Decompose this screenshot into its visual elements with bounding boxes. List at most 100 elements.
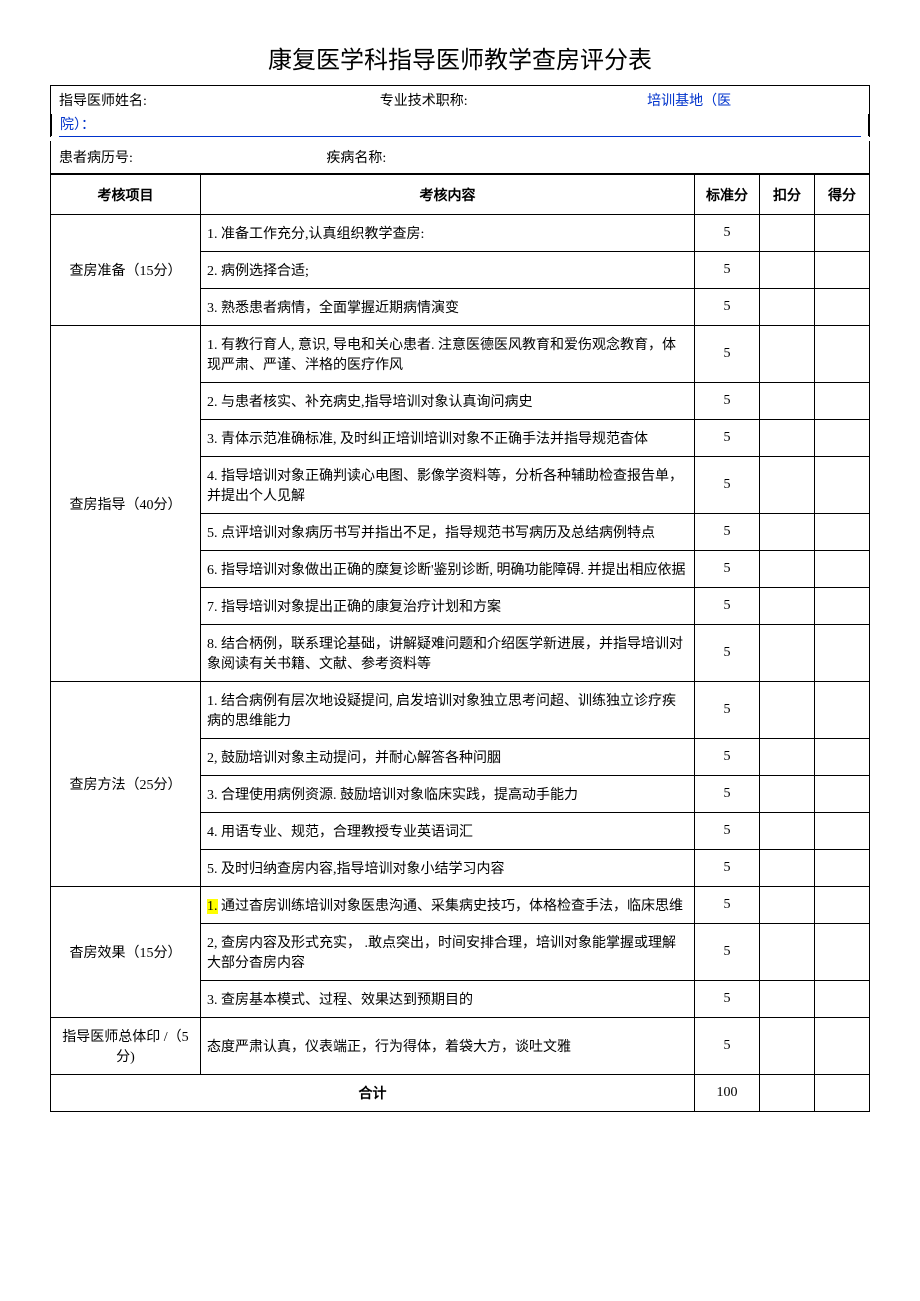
table-header-row: 考核项目 考核内容 标准分 扣分 得分 — [51, 175, 870, 215]
deduction-cell — [760, 289, 815, 326]
col-header-final-score: 得分 — [815, 175, 870, 215]
category-cell: 指导医师总体印 /（5分) — [51, 1018, 201, 1075]
standard-score-cell: 5 — [695, 887, 760, 924]
deduction-cell — [760, 813, 815, 850]
final-score-cell — [815, 981, 870, 1018]
deduction-cell — [760, 420, 815, 457]
standard-score-cell: 5 — [695, 981, 760, 1018]
content-cell: 态度严肃认真，仪表端正，行为得体，着袋大方，谈吐文雅 — [201, 1018, 695, 1075]
disease-name-label: 疾病名称: — [326, 147, 593, 167]
instructor-name-label: 指导医师姓名: — [59, 90, 380, 110]
content-cell: 4. 指导培训对象正确判读心电图、影像学资料等，分析各种辅助检查报告单，并提出个… — [201, 457, 695, 514]
final-score-cell — [815, 887, 870, 924]
final-score-cell — [815, 326, 870, 383]
deduction-cell — [760, 551, 815, 588]
standard-score-cell: 5 — [695, 420, 760, 457]
deduction-cell — [760, 850, 815, 887]
deduction-cell — [760, 1018, 815, 1075]
category-cell: 查房指导（40分） — [51, 326, 201, 682]
total-final-cell — [815, 1075, 870, 1112]
final-score-cell — [815, 420, 870, 457]
table-row: 杳房效果（15分）1. 通过杳房训练培训对象医患沟通、采集病史技巧，体格检查手法… — [51, 887, 870, 924]
content-cell: 1. 通过杳房训练培训对象医患沟通、采集病史技巧，体格检查手法，临床思维 — [201, 887, 695, 924]
standard-score-cell: 5 — [695, 776, 760, 813]
final-score-cell — [815, 850, 870, 887]
final-score-cell — [815, 383, 870, 420]
standard-score-cell: 5 — [695, 850, 760, 887]
training-base-label: 培训基地（医 — [647, 90, 861, 110]
total-deduction-cell — [760, 1075, 815, 1112]
standard-score-cell: 5 — [695, 252, 760, 289]
content-cell: 2. 与患者核实、补充病史,指导培训对象认真询问病史 — [201, 383, 695, 420]
deduction-cell — [760, 326, 815, 383]
standard-score-cell: 5 — [695, 924, 760, 981]
deduction-cell — [760, 457, 815, 514]
final-score-cell — [815, 813, 870, 850]
final-score-cell — [815, 551, 870, 588]
page-title: 康复医学科指导医师教学查房评分表 — [50, 40, 870, 75]
deduction-cell — [760, 588, 815, 625]
total-score-cell: 100 — [695, 1075, 760, 1112]
standard-score-cell: 5 — [695, 1018, 760, 1075]
category-cell: 杳房效果（15分） — [51, 887, 201, 1018]
deduction-cell — [760, 776, 815, 813]
deduction-cell — [760, 383, 815, 420]
content-cell: 1. 准备工作充分,认真组织教学查房: — [201, 215, 695, 252]
category-cell: 查房方法（25分） — [51, 682, 201, 887]
final-score-cell — [815, 739, 870, 776]
col-header-content: 考核内容 — [201, 175, 695, 215]
standard-score-cell: 5 — [695, 326, 760, 383]
content-cell: 3. 熟悉患者病情，全面掌握近期病情演变 — [201, 289, 695, 326]
deduction-cell — [760, 887, 815, 924]
content-cell: 3. 合理使用病例资源. 鼓励培训对象临床实践，提高动手能力 — [201, 776, 695, 813]
content-cell: 5. 及时归纳查房内容,指导培训对象小结学习内容 — [201, 850, 695, 887]
hospital-close-label: 院）： — [51, 114, 869, 136]
final-score-cell — [815, 776, 870, 813]
table-row: 查房指导（40分）1. 有教行育人, 意识, 导电和关心患者. 注意医德医风教育… — [51, 326, 870, 383]
deduction-cell — [760, 739, 815, 776]
final-score-cell — [815, 682, 870, 739]
final-score-cell — [815, 625, 870, 682]
standard-score-cell: 5 — [695, 739, 760, 776]
standard-score-cell: 5 — [695, 588, 760, 625]
hospital-underline — [59, 136, 861, 137]
table-row: 查房准备（15分）1. 准备工作充分,认真组织教学查房:5 — [51, 215, 870, 252]
total-row: 合计100 — [51, 1075, 870, 1112]
content-cell: 3. 青体示范准确标准, 及时纠正培训培训对象不正确手法并指导规范杳体 — [201, 420, 695, 457]
final-score-cell — [815, 924, 870, 981]
header-row-1: 指导医师姓名: 专业技术职称: 培训基地（医 — [50, 85, 870, 114]
final-score-cell — [815, 514, 870, 551]
final-score-cell — [815, 457, 870, 514]
final-score-cell — [815, 289, 870, 326]
col-header-standard-score: 标准分 — [695, 175, 760, 215]
content-cell: 6. 指导培训对象做出正确的糜复诊断'鉴别诊断, 明确功能障碍. 并提出相应依据 — [201, 551, 695, 588]
deduction-cell — [760, 252, 815, 289]
col-header-deduction: 扣分 — [760, 175, 815, 215]
standard-score-cell: 5 — [695, 457, 760, 514]
header-spacer — [594, 147, 861, 167]
content-cell: 3. 查房基本模式、过程、效果达到预期目的 — [201, 981, 695, 1018]
final-score-cell — [815, 1018, 870, 1075]
content-cell: 2, 查房内容及形式充实， .敢点突出，时间安排合理，培训对象能掌握或理解大部分… — [201, 924, 695, 981]
deduction-cell — [760, 924, 815, 981]
standard-score-cell: 5 — [695, 383, 760, 420]
total-label-cell: 合计 — [51, 1075, 695, 1112]
standard-score-cell: 5 — [695, 289, 760, 326]
standard-score-cell: 5 — [695, 813, 760, 850]
patient-id-label: 患者病历号: — [59, 147, 326, 167]
content-cell: 1. 有教行育人, 意识, 导电和关心患者. 注意医德医风教育和爱伤观念教育，体… — [201, 326, 695, 383]
content-cell: 8. 结合柄例，联系理论基础，讲解疑难问题和介绍医学新进展，并指导培训对象阅读有… — [201, 625, 695, 682]
table-row: 指导医师总体印 /（5分)态度严肃认真，仪表端正，行为得体，着袋大方，谈吐文雅5 — [51, 1018, 870, 1075]
deduction-cell — [760, 981, 815, 1018]
highlighted-prefix: 1. — [207, 899, 218, 914]
header-row-2: 患者病历号: 疾病名称: — [50, 141, 870, 174]
content-cell: 7. 指导培训对象提出正确的康复治疗计划和方案 — [201, 588, 695, 625]
content-cell: 1. 结合病例有层次地设疑提问, 启发培训对象独立思考问超、训练独立诊疗疾病的思… — [201, 682, 695, 739]
final-score-cell — [815, 252, 870, 289]
standard-score-cell: 5 — [695, 514, 760, 551]
professional-title-label: 专业技术职称: — [380, 90, 647, 110]
content-cell: 4. 用语专业、规范，合理教授专业英语词汇 — [201, 813, 695, 850]
standard-score-cell: 5 — [695, 215, 760, 252]
content-cell: 2, 鼓励培训对象主动提问，并耐心解答各种问胭 — [201, 739, 695, 776]
standard-score-cell: 5 — [695, 551, 760, 588]
